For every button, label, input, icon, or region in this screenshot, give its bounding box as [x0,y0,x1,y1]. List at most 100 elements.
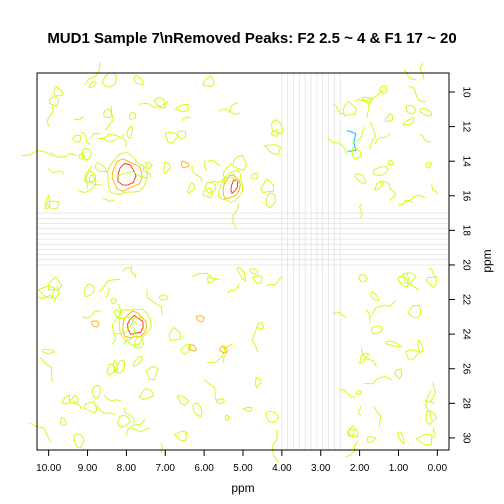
noise-contour [84,164,93,189]
noise-contour [153,97,166,109]
noise-contour [103,394,122,402]
x-axis: 10.00 9.00 8.00 7.00 6.00 5.00 4.00 3.00 2.00 1.0… [36,450,448,474]
noise-contour [366,435,377,443]
noise-contour [360,96,374,104]
noise-contour [424,399,435,405]
noise-contour [44,200,60,210]
noise-contour [251,325,259,353]
y-tick-label: 20 [460,259,471,271]
x-tick-label: 2.00 [350,463,370,474]
y-tick-label: 18 [460,225,471,237]
noise-contour [408,85,426,103]
y-tick-label: 12 [460,121,471,133]
noise-contour [250,172,259,180]
y-axis: 10 12 14 16 18 20 22 24 26 28 30 [449,86,471,444]
noise-contour [98,137,119,143]
noise-contour [404,194,426,202]
noise-contour [397,275,409,288]
noise-contour [133,335,144,349]
noise-contour [358,406,361,417]
noise-contour [115,315,143,335]
noise-contour [59,416,67,426]
noise-contour [160,443,163,454]
noise-contour [373,406,382,428]
noise-contour [71,134,82,143]
noise-contour [270,119,284,135]
noise-contour [365,309,372,324]
noise-contour [121,133,127,148]
noise-contour [103,108,113,119]
noise-contour [102,198,116,202]
peak-2-contour-inner [230,179,239,195]
noise-contour [51,152,78,158]
noise-contour [112,359,118,374]
noise-contour [364,376,393,385]
noise-contour [101,72,117,88]
noise-contour [256,321,265,330]
noise-contour [104,287,111,298]
peak-1-contour-inner [117,163,137,186]
y-tick-label: 26 [460,363,471,375]
noise-contour [260,178,274,194]
noise-contour [224,415,230,421]
noise-contour [354,173,367,185]
noise-contour [48,95,59,107]
noise-contour [332,312,347,318]
noise-contour [425,410,438,426]
noise-contour [192,272,221,281]
noise-contour [384,112,394,123]
noise-contour [163,161,171,175]
x-tick-label: 5.00 [233,463,253,474]
x-tick-label: 9.00 [78,463,98,474]
noise-contour [339,389,356,398]
noise-contour [407,304,422,319]
noise-contour [429,381,437,403]
noise-contour [232,203,239,229]
x-tick-label: 4.00 [272,463,292,474]
noise-contour [347,429,356,437]
noise-contour [401,272,417,285]
noise-contour [385,340,403,348]
noise-contour [406,272,420,291]
noise-contour [116,170,148,179]
negative-peak-contour [346,129,357,152]
peak-1-contour-mid [111,158,143,192]
noise-contour [73,433,85,449]
peak-3-contour-outer [118,308,152,346]
noise-contour [389,191,396,202]
noise-contour [111,318,117,346]
noise-contour [69,394,79,404]
noise-contour [374,181,385,191]
noise-contour [369,121,376,150]
noise-contour [118,303,122,317]
noise-contour [236,266,247,282]
noise-contour [346,425,359,438]
noise-contour [88,174,97,187]
noise-contour [98,278,121,293]
x-tick-label: 1.00 [389,463,409,474]
noise-contour [419,133,432,143]
noise-contour [203,160,208,171]
noise-contour [168,326,181,342]
contour-lines [21,61,439,463]
noise-contour [358,274,368,283]
peak-1-contour-outer [107,151,149,196]
noise-contour [431,183,439,195]
noise-contour [78,153,86,160]
noise-contour [117,414,131,428]
noise-contour [130,266,137,279]
noise-contour [215,398,225,404]
y-tick-label: 10 [460,86,471,98]
noise-contour [206,276,216,284]
noise-contour [39,357,53,383]
noise-contour [164,131,180,144]
noise-contour [131,427,150,433]
noise-contour [91,384,101,400]
noise-contour [126,125,134,139]
noise-contour [232,154,247,171]
noise-contour [73,400,82,409]
noise-contour [415,433,433,446]
x-tick-label: 8.00 [117,463,137,474]
noise-contour [354,98,370,102]
